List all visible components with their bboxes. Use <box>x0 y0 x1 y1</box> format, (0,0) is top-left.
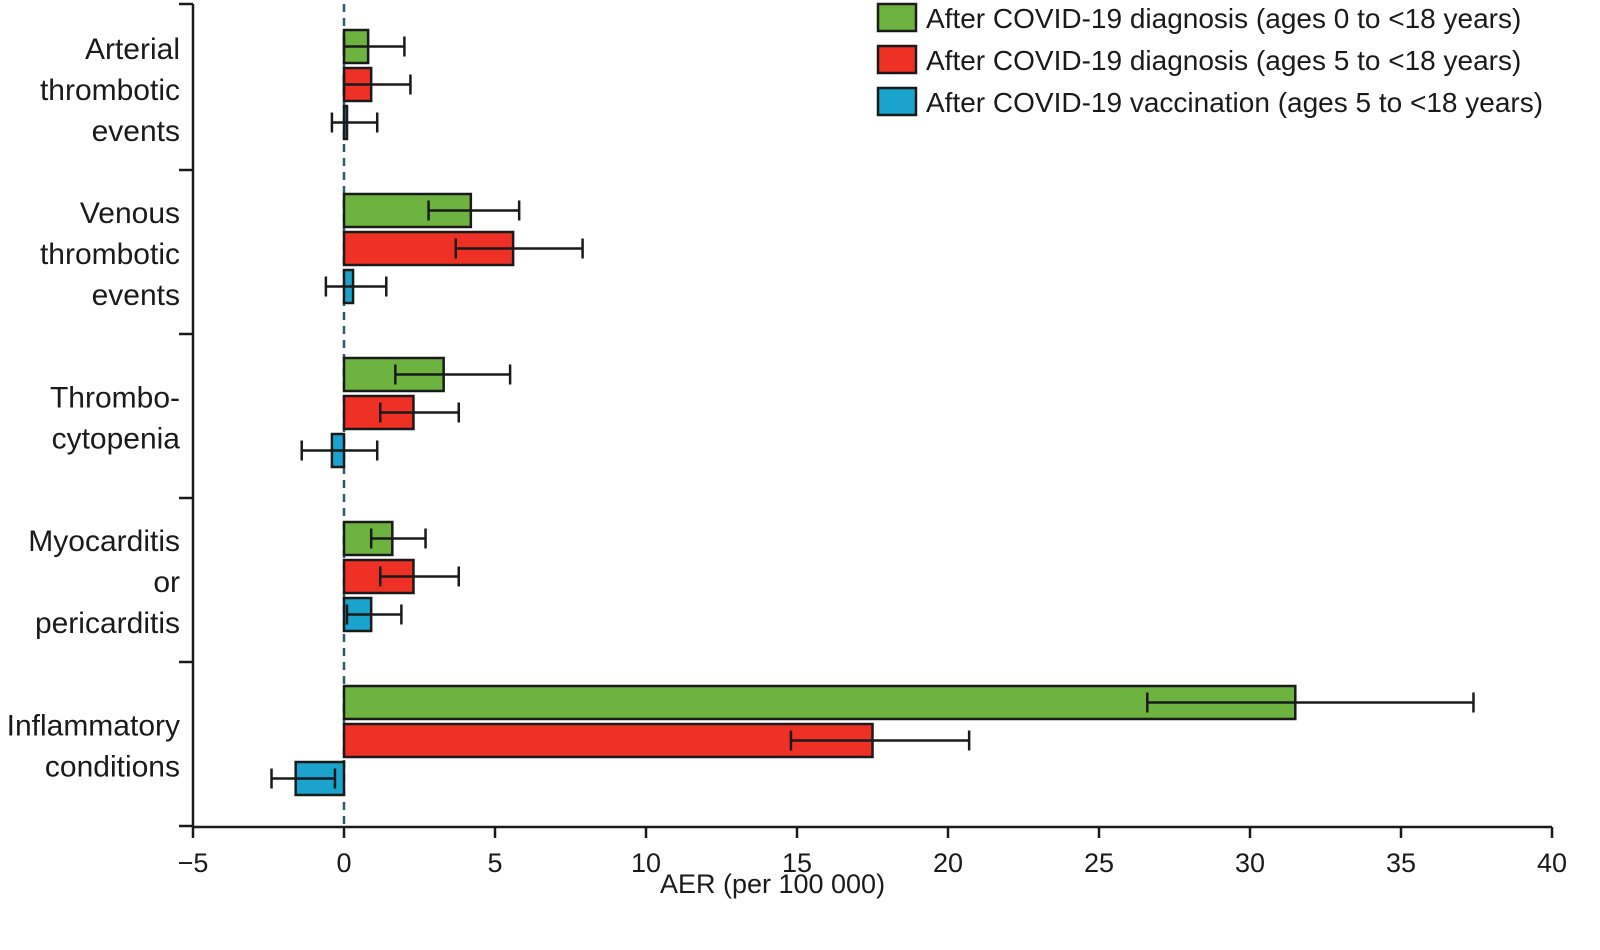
x-tick-label: 35 <box>1386 848 1416 878</box>
category-label: Myocarditis <box>28 525 180 558</box>
x-tick-label: 15 <box>782 848 812 878</box>
category-label: thrombotic <box>40 238 180 271</box>
category-label: Thrombo- <box>50 382 180 415</box>
category-label: Inflammatory <box>7 710 180 743</box>
category-label: Venous <box>80 197 180 230</box>
category-label: conditions <box>45 751 180 784</box>
legend-swatch <box>876 44 918 75</box>
x-tick-label: 0 <box>336 848 351 878</box>
legend-swatch <box>876 86 918 117</box>
legend: After COVID-19 diagnosis (ages 0 to <18 … <box>876 2 1543 118</box>
bars <box>294 28 1297 797</box>
x-tick-label: 5 <box>487 848 502 878</box>
x-tick-label: 20 <box>933 848 963 878</box>
x-tick-label: 30 <box>1235 848 1265 878</box>
x-tick-label: −5 <box>178 848 209 878</box>
category-label: Arterial <box>85 33 180 66</box>
error-bars <box>270 36 1475 789</box>
category-label: events <box>92 115 180 148</box>
category-labels: Arterial thrombotic events Venous thrombotic… <box>7 2 193 828</box>
legend-entry: After COVID-19 vaccination (ages 5 to <1… <box>926 87 1543 118</box>
x-tick-label: 10 <box>631 848 661 878</box>
legend-entry: After COVID-19 diagnosis (ages 0 to <18 … <box>926 3 1521 34</box>
category-label: cytopenia <box>52 423 181 456</box>
legend-swatch <box>876 2 918 33</box>
category-label: thrombotic <box>40 74 180 107</box>
category-label: events <box>92 279 180 312</box>
x-axis-label: AER (per 100 000) <box>660 869 885 899</box>
bar <box>342 684 1297 721</box>
legend-entry: After COVID-19 diagnosis (ages 5 to <18 … <box>926 45 1521 76</box>
category-label: or <box>153 566 180 599</box>
bar <box>342 722 874 759</box>
x-tick-label: 25 <box>1084 848 1114 878</box>
x-axis-ticks: −5 0 5 10 15 20 25 30 35 40 <box>178 827 1567 878</box>
category-label: pericarditis <box>35 607 180 640</box>
x-tick-label: 40 <box>1537 848 1567 878</box>
